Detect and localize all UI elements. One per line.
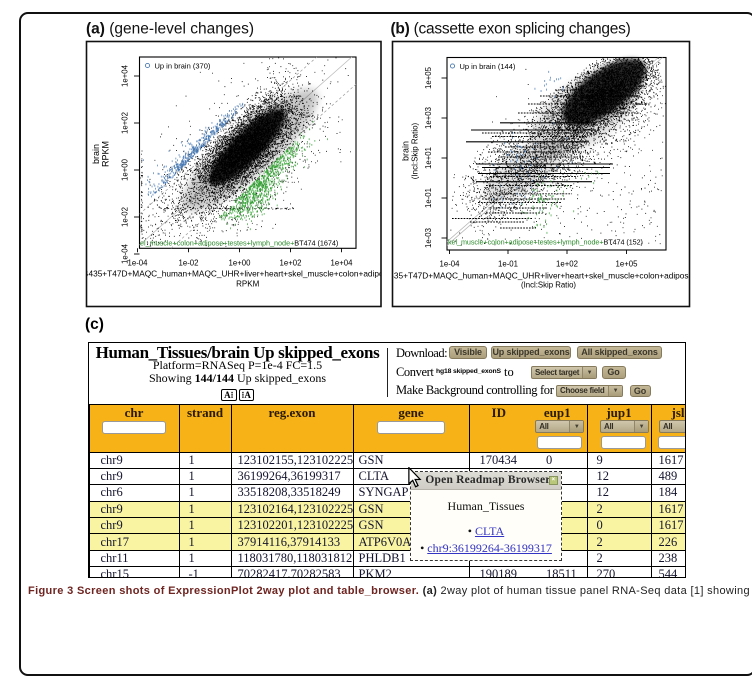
svg-text:kel_muscle+colon+adipose+teste: kel_muscle+colon+adipose+testes+lymph_no… (448, 237, 643, 246)
svg-text:1e+02: 1e+02 (280, 259, 302, 268)
svg-text:el_muscle+colon+adipose+testes: el_muscle+colon+adipose+testes+lymph_nod… (140, 239, 338, 248)
svg-text:brain: brain (91, 144, 101, 164)
svg-text:1e-02: 1e-02 (179, 259, 199, 268)
svg-text:1e+00: 1e+00 (121, 158, 130, 181)
svg-text:1e-04: 1e-04 (440, 260, 461, 269)
svg-text:1e+03: 1e+03 (424, 107, 433, 129)
svg-text:1e+02: 1e+02 (121, 112, 130, 134)
svg-text:1e-04: 1e-04 (128, 259, 149, 268)
svg-text:1e+02: 1e+02 (556, 260, 578, 269)
svg-text:(b) (cassette exon splicing ch: (b) (cassette exon splicing changes) (391, 21, 631, 38)
svg-text:1e+01: 1e+01 (424, 147, 433, 169)
svg-text:1e+04: 1e+04 (121, 64, 130, 87)
svg-text:Up in brain (144): Up in brain (144) (460, 62, 516, 71)
svg-text:1e-01: 1e-01 (424, 188, 433, 208)
svg-text:brain: brain (401, 141, 411, 161)
svg-text:MB435+T47D+MAQC_human+MAQC_UHR: MB435+T47D+MAQC_human+MAQC_UHR+liver+hea… (76, 269, 419, 279)
svg-text:RPKM: RPKM (101, 141, 111, 167)
svg-text:1e+04: 1e+04 (331, 259, 354, 268)
svg-text:(Incl:Skip Ratio): (Incl:Skip Ratio) (411, 122, 420, 179)
svg-text:1e+05: 1e+05 (424, 66, 433, 89)
svg-text:(Incl:Skip Ratio): (Incl:Skip Ratio) (521, 281, 576, 290)
svg-text:1e+05: 1e+05 (616, 260, 639, 269)
svg-text:1e+00: 1e+00 (229, 259, 252, 268)
svg-text:Up in brain (370): Up in brain (370) (155, 62, 211, 71)
svg-text:1e-03: 1e-03 (424, 228, 433, 248)
svg-text:1e-02: 1e-02 (121, 207, 130, 227)
svg-text:1e-01: 1e-01 (498, 260, 518, 269)
svg-text:1e-04: 1e-04 (121, 243, 130, 264)
svg-text:RPKM: RPKM (236, 280, 259, 289)
svg-text:(a) (gene-level changes): (a) (gene-level changes) (86, 21, 254, 38)
svg-text:MB435+T47D+MAQC_human+MAQC_UHR: MB435+T47D+MAQC_human+MAQC_UHR+liver+hea… (377, 271, 720, 281)
